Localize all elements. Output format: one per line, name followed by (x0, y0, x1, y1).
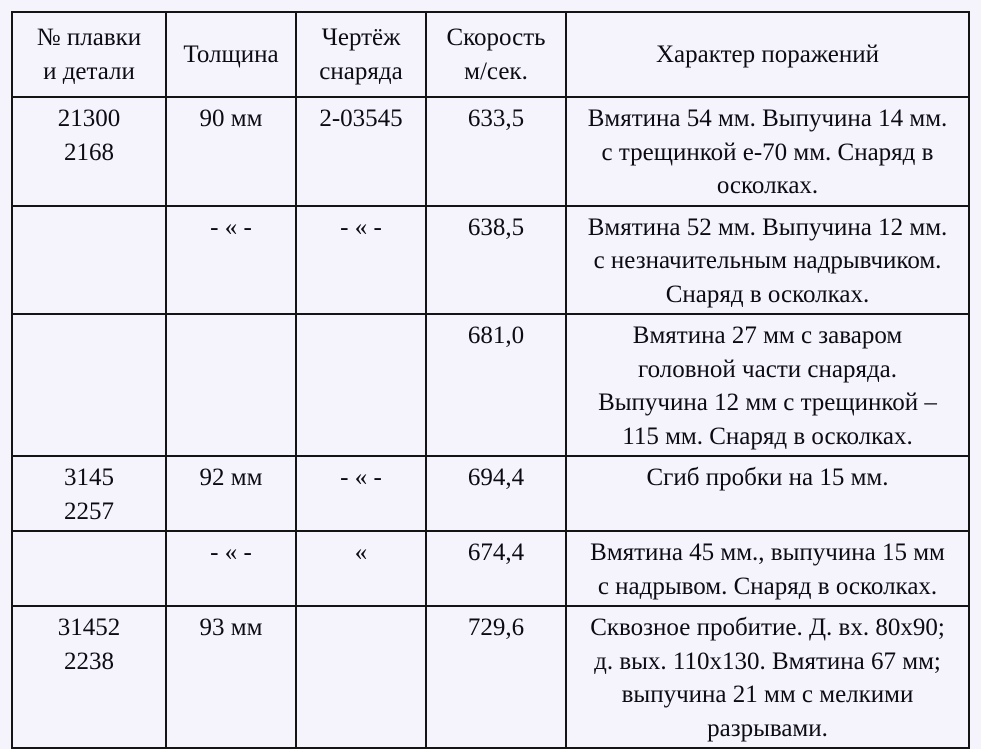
header-speed-line2: м/сек. (464, 57, 528, 85)
damage-line4: 115 мм. Снаряд в осколках. (622, 422, 913, 450)
cell-damage: Сгиб пробки на 15 мм. (565, 455, 970, 532)
cell-damage: Вмятина 27 мм с заваром головной части с… (565, 313, 970, 457)
cell-drawing: 2-03545 (295, 96, 427, 207)
table-row: 681,0 Вмятина 27 мм с заваром головной ч… (11, 313, 970, 457)
cell-damage: Вмятина 45 мм., выпучина 15 мм с надрыво… (565, 530, 970, 607)
table-header: № плавки и детали Толщина Чертёж снаряда (11, 11, 970, 98)
cell-heat-number (11, 313, 167, 457)
header-speed-line1: Скорость (446, 24, 546, 51)
damage-line3: осколках. (835, 572, 938, 600)
damage-line2: мм с надрывом. Снаряд в (597, 539, 945, 600)
table-body: 21300 2168 90 мм 2-03545 633,5 Вмятина 5… (11, 96, 970, 749)
damage-line1: Вмятина 45 мм., выпучина 15 (590, 539, 907, 566)
cell-thickness: 90 мм (165, 96, 297, 207)
header-heat-line2: и детали (43, 57, 135, 85)
column-header-damage: Характер поражений (565, 11, 970, 98)
cell-thickness: - « - (165, 204, 297, 315)
heat-line2: 2238 (64, 647, 114, 675)
cell-heat-number: 31452 2238 (11, 605, 167, 749)
damage-line1: Вмятина 27 мм с заваром (632, 322, 903, 349)
cell-heat-number (11, 530, 167, 607)
damage-line1: Вмятина 52 мм. Выпучина 12 (587, 213, 904, 241)
armor-test-results-table: № плавки и детали Толщина Чертёж снаряда (11, 11, 970, 749)
header-drawing-line2: снаряда (319, 57, 403, 85)
cell-thickness (165, 313, 297, 457)
header-drawing-line1: Чертёж (321, 24, 401, 51)
cell-heat-number (11, 204, 167, 315)
table-row: 21300 2168 90 мм 2-03545 633,5 Вмятина 5… (11, 96, 970, 207)
column-header-heat-number: № плавки и детали (11, 11, 167, 98)
table-row: 31452 2238 93 мм 729,6 Сквозное пробитие… (11, 605, 970, 749)
cell-damage: Сквозное пробитие. Д. вх. 80x90; д. вых.… (565, 605, 970, 749)
cell-thickness: - « - (165, 530, 297, 607)
cell-damage: Вмятина 52 мм. Выпучина 12 мм. с незначи… (565, 204, 970, 315)
damage-line1: Вмятина 54 мм. Выпучина 14 (587, 105, 904, 132)
cell-drawing: - « - (295, 455, 427, 532)
damage-line2: головной части снаряда. (637, 355, 898, 383)
table-row: - « - - « - 638,5 Вмятина 52 мм. Выпучин… (11, 204, 970, 315)
damage-line2: мм. с трещинкой е-70 мм. (601, 105, 948, 166)
cell-thickness: 93 мм (165, 605, 297, 749)
damage-line3: Выпучина 12 мм с трещинкой – (598, 389, 937, 416)
heat-line2: 2257 (64, 497, 114, 525)
cell-heat-number: 21300 2168 (11, 96, 167, 207)
damage-line2: мм. с незначительным (593, 213, 948, 275)
table-row: 3145 2257 92 мм - « - 694,4 Сгиб пробки … (11, 455, 970, 532)
cell-drawing (295, 605, 427, 749)
heat-line2: 2168 (64, 138, 114, 166)
cell-speed: 633,5 (425, 96, 567, 207)
damage-table-container: № плавки и детали Толщина Чертёж снаряда (11, 11, 970, 749)
column-header-thickness: Толщина (165, 11, 297, 98)
cell-speed: 674,4 (425, 530, 567, 607)
cell-heat-number: 3145 2257 (11, 455, 167, 532)
column-header-speed: Скорость м/сек. (425, 11, 567, 98)
header-thickness-line1: Толщина (183, 40, 279, 68)
table-row: - « - « 674,4 Вмятина 45 мм., выпучина 1… (11, 530, 970, 607)
heat-line1: 31452 (57, 614, 121, 641)
cell-drawing (295, 313, 427, 457)
heat-line1: 21300 (57, 105, 121, 132)
damage-line2: 80x90; д. вых. 110x130. Вмятина (594, 614, 945, 675)
damage-line3: Снаряд в осколках. (716, 138, 934, 200)
cell-speed: 638,5 (425, 204, 567, 315)
heat-line1: 3145 (64, 464, 114, 491)
cell-drawing: - « - (295, 204, 427, 315)
cell-speed: 729,6 (425, 605, 567, 749)
damage-line4: осколках. (767, 280, 870, 308)
column-header-drawing: Чертёж снаряда (295, 11, 427, 98)
cell-speed: 694,4 (425, 455, 567, 532)
damage-line1: Сквозное пробитие. Д. вх. (590, 614, 870, 641)
damage-line3: надрывчиком. Снаряд в (665, 247, 942, 308)
cell-thickness: 92 мм (165, 455, 297, 532)
cell-drawing: « (295, 530, 427, 607)
header-row: № плавки и детали Толщина Чертёж снаряда (11, 11, 970, 98)
header-heat-line1: № плавки (36, 24, 142, 51)
damage-line1: Сгиб пробки на 15 мм. (646, 464, 889, 491)
damage-line4: мелкими разрывами. (707, 681, 914, 742)
header-damage-line1: Характер поражений (656, 40, 879, 68)
damage-line3: 67 мм; выпучина 21 мм с (621, 647, 941, 709)
cell-speed: 681,0 (425, 313, 567, 457)
cell-damage: Вмятина 54 мм. Выпучина 14 мм. с трещинк… (565, 96, 970, 207)
